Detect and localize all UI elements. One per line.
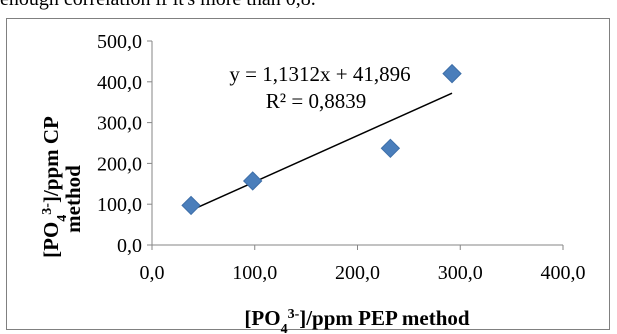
data-point-marker (442, 63, 462, 84)
x-tick-label: 100,0 (232, 262, 277, 284)
y-tick-label: 300,0 (97, 113, 142, 135)
y-axis-title: [PO43-]/ppm CP method (39, 116, 85, 258)
x-tick-label: 300,0 (438, 262, 483, 284)
y-tick-label: 400,0 (97, 72, 142, 94)
data-point-marker (380, 138, 401, 159)
y-tick-label: 100,0 (97, 194, 142, 216)
y-tick-label: 0,0 (117, 235, 142, 257)
trendline-equation: y = 1,1312x + 41,896 (229, 62, 410, 86)
preceding-text: enough correlation if it's more than 0,8… (0, 0, 316, 11)
trendline (190, 92, 453, 212)
x-axis-title: [PO43-]/ppm PEP method (244, 306, 469, 334)
x-tick-label: 200,0 (335, 262, 380, 284)
data-point-marker (242, 171, 263, 191)
y-tick-label: 500,0 (97, 31, 142, 53)
svg-text:[PO43-]/ppm CP: [PO43-]/ppm CP (39, 116, 70, 258)
y-axis-title-sub: 4 (55, 215, 70, 222)
svg-text:[PO43-]/ppm PEP method: [PO43-]/ppm PEP method (244, 306, 469, 334)
x-axis-title-pre: [PO (244, 306, 280, 330)
x-tick-label: 0,0 (140, 262, 165, 284)
y-axis-title-post: ]/ppm CP (39, 116, 63, 203)
x-axis-title-sup: 3- (288, 307, 300, 322)
x-axis-title-post: ]/ppm PEP method (299, 306, 470, 330)
y-axis-title-sup: 3- (40, 203, 55, 215)
y-tick-label: 200,0 (97, 153, 142, 175)
x-axis-title-sub: 4 (281, 322, 288, 334)
y-axis-title-line2: method (61, 165, 85, 233)
data-point-marker (181, 195, 201, 216)
r-squared-label: R² = 0,8839 (266, 89, 366, 113)
x-tick-label: 400,0 (541, 262, 586, 284)
y-axis-title-pre: [PO (39, 222, 63, 258)
chart-area (6, 18, 610, 330)
